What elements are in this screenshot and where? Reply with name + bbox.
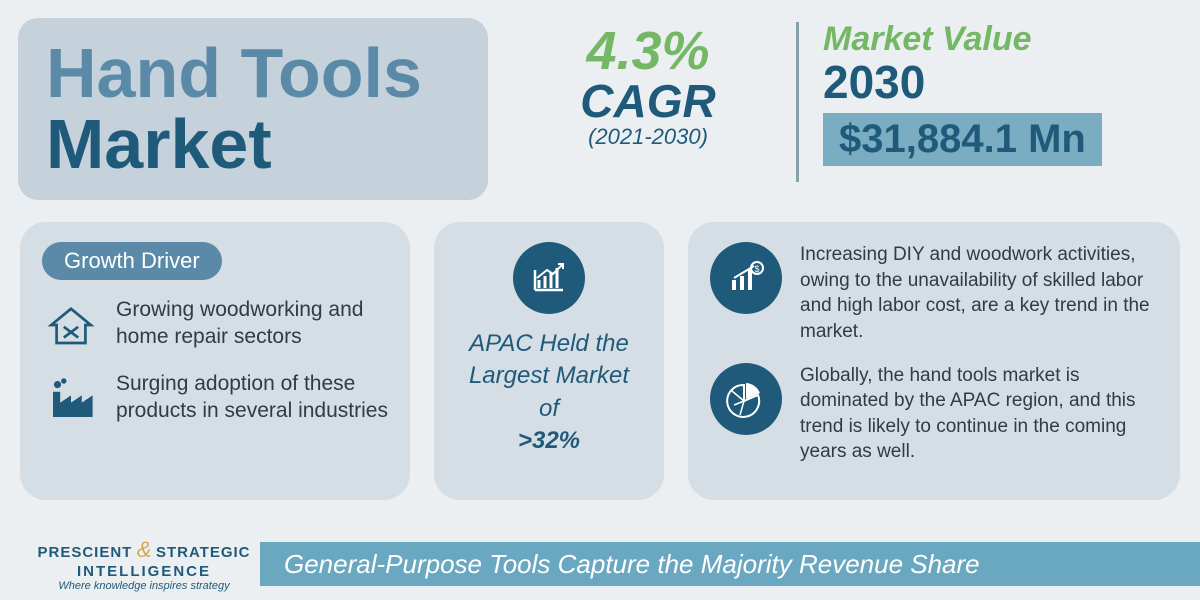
logo-tagline: Where knowledge inspires strategy: [28, 580, 260, 592]
content-row: Growth Driver Growing woodworking and ho…: [0, 200, 1200, 500]
logo-ampersand: &: [137, 537, 152, 562]
house-tools-icon: [42, 296, 100, 354]
title-line-1: Hand Tools: [46, 38, 460, 109]
logo-word-intelligence: INTELLIGENCE: [28, 563, 260, 580]
footer-headline-bar: General-Purpose Tools Capture the Majori…: [260, 542, 1200, 586]
cagr-range: (2021-2030): [518, 124, 778, 150]
growth-driver-pill: Growth Driver: [42, 242, 222, 280]
cagr-block: 4.3% CAGR (2021-2030): [488, 0, 788, 200]
vertical-divider: [796, 22, 799, 182]
apac-card: APAC Held the Largest Market of >32%: [434, 222, 664, 500]
insight-text: Globally, the hand tools market is domin…: [800, 363, 1158, 466]
market-value-block: Market Value 2030 $31,884.1 Mn: [807, 0, 1200, 200]
insight-item: Globally, the hand tools market is domin…: [710, 363, 1158, 466]
brand-logo: PRESCIENT & STRATEGIC INTELLIGENCE Where…: [0, 537, 260, 592]
market-value-year: 2030: [823, 55, 1180, 109]
insight-text: Increasing DIY and woodwork activities, …: [800, 242, 1158, 345]
apac-text-pre: APAC Held the Largest Market of: [469, 330, 629, 422]
footer: PRESCIENT & STRATEGIC INTELLIGENCE Where…: [0, 528, 1200, 600]
logo-word-strategic: STRATEGIC: [156, 544, 251, 561]
title-line-2: Market: [46, 109, 460, 180]
insight-item: $ Increasing DIY and woodwork activities…: [710, 242, 1158, 345]
growth-driver-text: Growing woodworking and home repair sect…: [116, 296, 388, 351]
growth-driver-item: Growing woodworking and home repair sect…: [42, 296, 388, 354]
apac-percent: >32%: [518, 427, 580, 454]
logo-word-prescient: PRESCIENT: [37, 544, 132, 561]
title-block: Hand Tools Market: [18, 18, 488, 200]
pie-chart-icon: [710, 363, 782, 435]
cagr-percent: 4.3%: [518, 20, 778, 82]
growth-driver-card: Growth Driver Growing woodworking and ho…: [20, 222, 410, 500]
factory-icon: [42, 370, 100, 428]
bar-dollar-icon: $: [710, 242, 782, 314]
market-value-amount: $31,884.1 Mn: [823, 113, 1102, 166]
cagr-label: CAGR: [518, 74, 778, 128]
insights-card: $ Increasing DIY and woodwork activities…: [688, 222, 1180, 500]
growth-driver-item: Surging adoption of these products in se…: [42, 370, 388, 428]
svg-text:$: $: [754, 264, 759, 274]
apac-text: APAC Held the Largest Market of >32%: [456, 328, 642, 458]
header-row: Hand Tools Market 4.3% CAGR (2021-2030) …: [0, 0, 1200, 200]
growth-chart-icon: [513, 242, 585, 314]
footer-headline: General-Purpose Tools Capture the Majori…: [284, 549, 980, 580]
market-value-title: Market Value: [823, 20, 1180, 59]
growth-driver-text: Surging adoption of these products in se…: [116, 370, 388, 425]
